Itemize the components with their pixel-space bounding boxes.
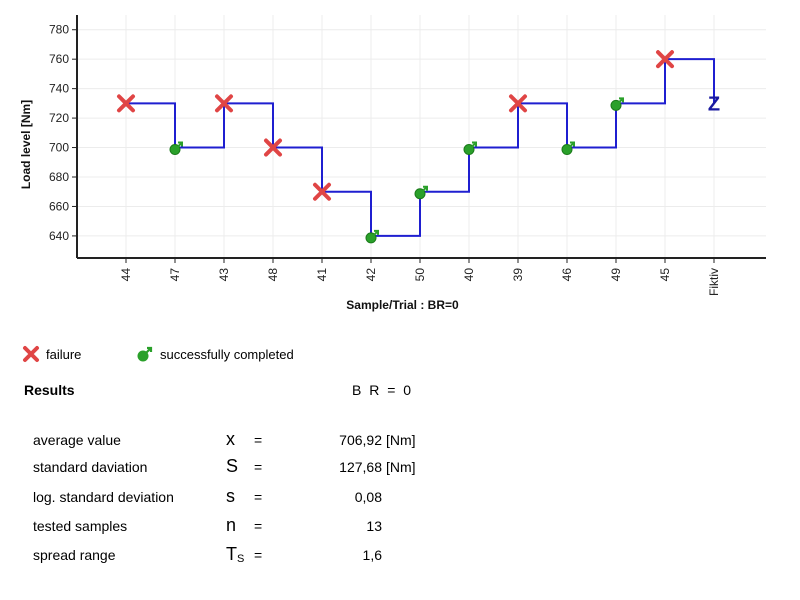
success-marker <box>463 144 475 156</box>
x-tick-label: 44 <box>119 268 133 282</box>
success-marker <box>414 188 426 200</box>
result-symbol: s <box>226 486 235 506</box>
results-row: average value x = 706,92 [Nm] <box>0 429 800 456</box>
result-equals: = <box>254 547 263 563</box>
success-marker <box>561 144 573 156</box>
fictive-marker: Z <box>708 93 720 115</box>
results-br: B R = 0 <box>352 382 414 398</box>
x-tick-label: 42 <box>364 268 378 282</box>
y-tick-label: 740 <box>49 82 69 96</box>
result-label: tested samples <box>33 518 128 534</box>
x-tick-label: 45 <box>658 268 672 282</box>
success-marker <box>610 99 622 111</box>
result-label: log. standard deviation <box>33 489 174 505</box>
results-row: tested samples n = 13 <box>0 515 800 542</box>
x-tick-label: 40 <box>462 268 476 282</box>
results-title: Results <box>24 382 75 398</box>
failure-marker <box>656 50 674 69</box>
x-tick-label: 48 <box>266 268 280 282</box>
result-value: 13 <box>366 518 382 534</box>
y-tick-label: 680 <box>49 170 69 184</box>
result-unit: [Nm] <box>386 432 416 448</box>
result-label: average value <box>33 432 121 448</box>
results-row: spread range TS = 1,6 <box>0 544 800 571</box>
success-marker-arrow <box>471 141 477 148</box>
success-marker-arrow <box>422 185 428 192</box>
x-tick-label: 43 <box>217 268 231 282</box>
results-row: standard daviation S = 127,68 [Nm] <box>0 456 800 483</box>
failure-x-icon <box>23 346 39 362</box>
y-tick-label: 720 <box>49 111 69 125</box>
result-value: 127,68 <box>339 459 382 475</box>
result-value: 0,08 <box>354 489 382 505</box>
result-value: 706,92 <box>339 432 382 448</box>
result-unit: [Nm] <box>386 459 416 475</box>
x-tick-label: Fiktiv <box>707 268 721 296</box>
result-symbol: n <box>226 515 237 535</box>
result-equals: = <box>254 489 263 505</box>
success-marker-arrow <box>618 97 624 104</box>
y-tick-label: 640 <box>49 229 69 243</box>
x-tick-label: 41 <box>315 268 329 282</box>
legend-item-success: successfully completed <box>136 345 294 363</box>
x-tick-label: 46 <box>560 268 574 282</box>
result-value: 1,6 <box>362 547 382 563</box>
legend-failure-label: failure <box>46 346 82 362</box>
x-axis-title: Sample/Trial : BR=0 <box>346 298 459 312</box>
result-symbol: S <box>226 456 239 476</box>
legend: failure successfully completed <box>22 345 422 369</box>
result-equals: = <box>254 432 263 448</box>
y-tick-label: 660 <box>49 199 69 213</box>
x-tick-label: 50 <box>413 268 427 282</box>
result-symbol: TS <box>226 544 245 565</box>
staircase-chart: 640 660 680 700 720 740 760 780 44 47 43 48 41 42 50 40… <box>19 15 766 312</box>
failure-marker <box>509 94 527 113</box>
y-axis-title: Load level [Nm] <box>19 100 33 189</box>
x-tick-label: 47 <box>168 268 182 282</box>
success-marker <box>169 144 181 156</box>
y-tick-label: 760 <box>49 52 69 66</box>
result-symbol: x <box>226 429 235 449</box>
failure-marker <box>215 94 233 113</box>
failure-marker <box>264 138 282 157</box>
failure-marker <box>117 94 135 113</box>
result-equals: = <box>254 459 263 475</box>
result-label: spread range <box>33 547 116 563</box>
y-tick-label: 700 <box>49 141 69 155</box>
success-marker-arrow <box>177 141 183 148</box>
success-marker-arrow <box>569 141 575 148</box>
result-equals: = <box>254 518 263 534</box>
y-tick-label: 780 <box>49 23 69 37</box>
results-row: log. standard deviation s = 0,08 <box>0 486 800 513</box>
legend-item-failure: failure <box>22 345 81 363</box>
failure-marker <box>313 182 331 201</box>
success-circle-icon <box>137 346 153 362</box>
success-marker <box>365 232 377 244</box>
x-tick-label: 49 <box>609 268 623 282</box>
success-marker-arrow <box>373 229 379 236</box>
legend-success-label: successfully completed <box>160 346 294 362</box>
result-label: standard daviation <box>33 459 148 475</box>
x-tick-label: 39 <box>511 268 525 282</box>
